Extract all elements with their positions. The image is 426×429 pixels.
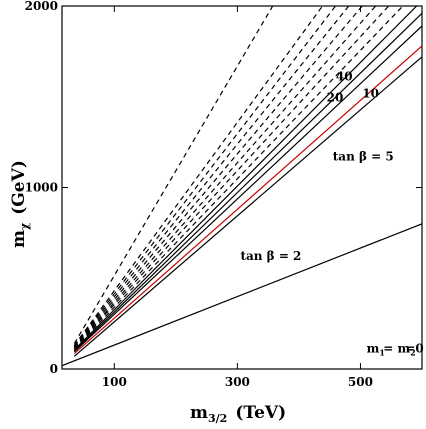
annotation-8: =0 [405,342,423,356]
series-line-1 [62,223,422,367]
series-line-4 [73,25,422,353]
series-line-8 [73,6,390,349]
series-line-3 [73,45,422,355]
annotation-7: = m2 [383,342,416,358]
x-axis-title-subscript: 3/2 [208,412,227,425]
series-line-9 [73,6,377,348]
series-line-7 [73,6,404,350]
annotation-6: m1 [367,342,385,358]
y-axis-title-subscript: χ [18,223,31,230]
y-tick-label: 1000 [25,181,58,195]
tick-layer: 100 300 500 0 1000 2000 [25,0,422,389]
series-line-5 [73,12,422,352]
series-line-14 [73,6,274,344]
x-tick-label: 500 [348,375,373,389]
annotation-1: 40 [336,69,353,83]
x-axis-title: m3/2 (TeV) [190,403,286,425]
annotation-3: 10 [362,87,379,101]
annotation-layer: 40 20 10 tan β = 5 tan β = 2 m1= m2=0 [240,69,423,357]
y-tick-label: 0 [50,362,58,376]
series-line-11 [73,6,350,347]
x-tick-label: 300 [225,375,250,389]
annotation-4: tan β = 5 [333,149,394,163]
y-axis-title-main: m [9,230,29,248]
y-axis-title-unit: (GeV) [9,160,29,215]
annotation-2: 20 [327,90,344,104]
y-axis-title: mχ (GeV) [9,160,31,248]
series-layer [62,6,422,367]
x-axis-title-unit: (TeV) [235,403,286,423]
x-tick-label: 100 [102,375,127,389]
series-line-6 [73,6,418,351]
y-tick-label: 2000 [25,0,58,13]
x-axis-title-main: m [190,403,208,423]
annotation-5: tan β = 2 [240,249,301,263]
series-line-2 [73,56,422,357]
